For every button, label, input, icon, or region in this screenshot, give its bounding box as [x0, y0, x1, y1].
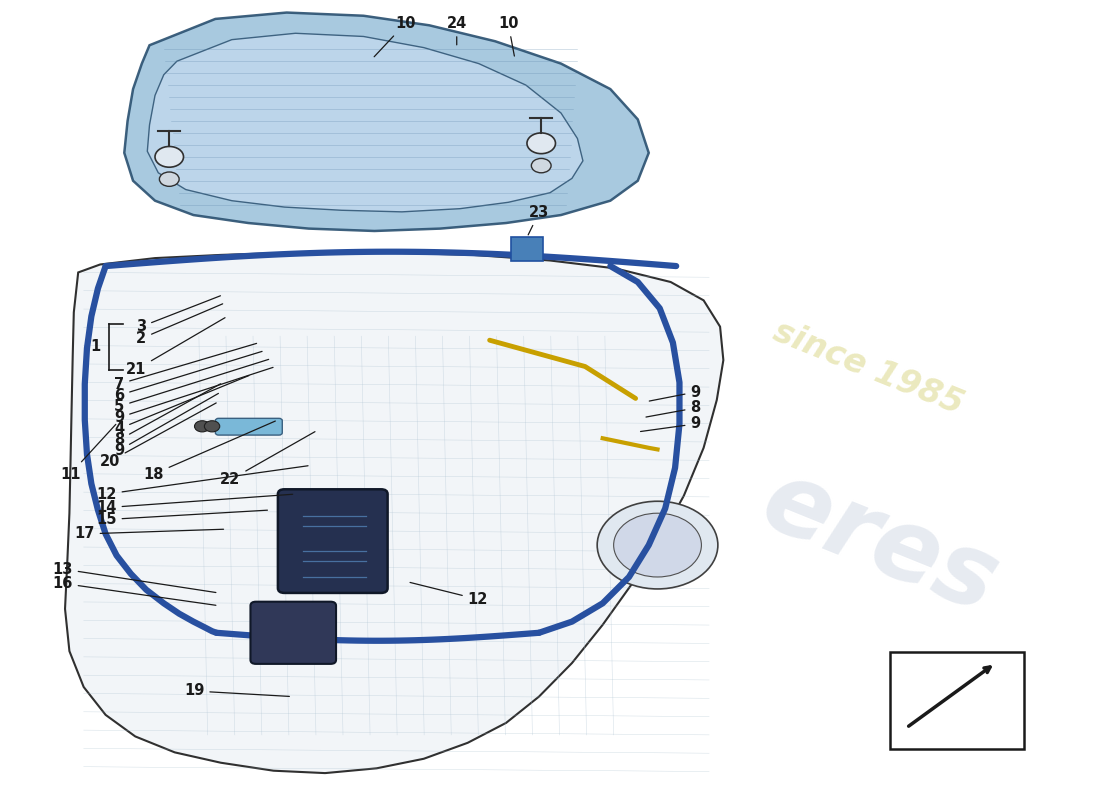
Text: 10: 10 [374, 16, 416, 57]
Polygon shape [147, 34, 583, 212]
Bar [510, 238, 543, 262]
Text: 10: 10 [498, 16, 518, 56]
Bar [891, 651, 1024, 749]
Text: 11: 11 [59, 424, 116, 482]
Text: 9: 9 [640, 417, 701, 431]
Text: 7: 7 [114, 343, 256, 391]
Polygon shape [65, 253, 724, 773]
Polygon shape [124, 13, 649, 231]
Text: 12: 12 [96, 466, 308, 502]
Text: 23: 23 [528, 205, 549, 235]
Circle shape [155, 146, 184, 167]
Text: 21: 21 [125, 318, 226, 378]
Text: 16: 16 [53, 576, 216, 606]
FancyBboxPatch shape [216, 418, 283, 435]
Text: 8: 8 [646, 401, 701, 417]
Circle shape [195, 421, 210, 432]
Circle shape [531, 158, 551, 173]
Text: 6: 6 [114, 351, 262, 402]
FancyBboxPatch shape [251, 602, 336, 664]
Text: 12: 12 [410, 582, 488, 607]
Text: 4: 4 [114, 375, 249, 436]
Text: 9: 9 [114, 367, 273, 425]
Text: 18: 18 [143, 421, 275, 482]
Text: 9: 9 [114, 394, 219, 458]
Text: 19: 19 [184, 683, 289, 698]
Text: 9: 9 [649, 385, 701, 401]
Text: 3: 3 [136, 296, 220, 334]
Text: 2: 2 [136, 304, 222, 346]
Text: since 1985: since 1985 [768, 315, 968, 422]
Text: 8: 8 [114, 384, 221, 447]
Text: 20: 20 [99, 403, 217, 469]
Circle shape [160, 172, 179, 186]
Text: 14: 14 [96, 494, 293, 515]
Circle shape [597, 502, 718, 589]
Circle shape [614, 514, 702, 577]
Text: 5: 5 [114, 359, 268, 414]
Text: 22: 22 [220, 432, 315, 487]
Text: 17: 17 [75, 526, 223, 542]
Circle shape [527, 133, 556, 154]
Text: eres: eres [748, 453, 1011, 634]
Text: 1: 1 [90, 339, 100, 354]
Text: 13: 13 [53, 562, 216, 593]
FancyBboxPatch shape [278, 490, 387, 593]
Text: 24: 24 [447, 16, 466, 45]
Text: 15: 15 [96, 510, 267, 527]
Circle shape [205, 421, 220, 432]
